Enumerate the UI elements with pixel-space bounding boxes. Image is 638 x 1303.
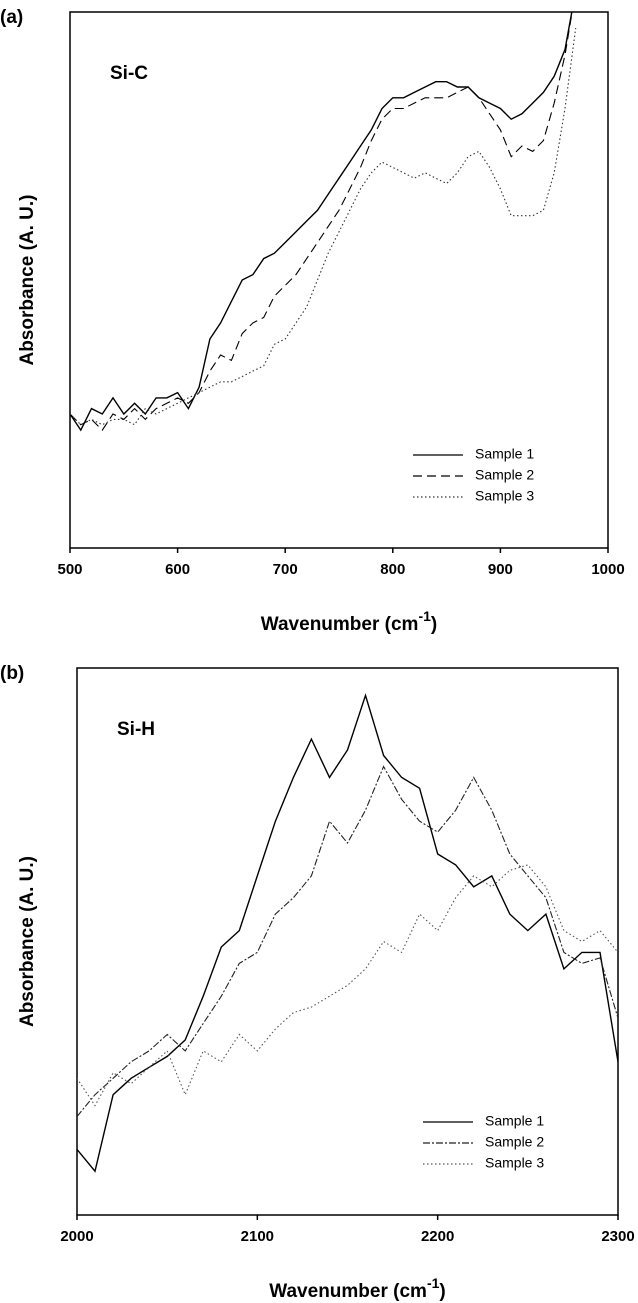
series-line <box>77 864 618 1107</box>
legend-label: Sample 3 <box>475 488 534 504</box>
x-tick-label: 500 <box>57 561 82 578</box>
x-tick-label: 700 <box>273 561 298 578</box>
series-line <box>77 765 618 1117</box>
x-axis-label: Wavenumber (cm-1) <box>269 1275 445 1302</box>
x-axis-label-text: Wavenumber (cm <box>261 614 419 635</box>
x-tick-label: 2100 <box>241 1228 274 1245</box>
panel-label: (b) <box>0 663 24 684</box>
y-axis-label: Absorbance (A. U.) <box>17 856 38 1027</box>
y-axis-label: Absorbance (A. U.) <box>17 194 38 365</box>
series-line <box>70 12 573 431</box>
x-axis-label-end: ) <box>431 614 437 635</box>
legend-label: Sample 2 <box>485 1134 544 1150</box>
legend-label: Sample 3 <box>485 1155 544 1171</box>
plot-frame <box>76 667 619 1216</box>
x-tick-label: 600 <box>165 561 190 578</box>
x-tick-label: 2300 <box>601 1228 634 1245</box>
x-tick-label: 900 <box>488 561 513 578</box>
legend-label: Sample 1 <box>485 1113 544 1129</box>
x-tick-label: 800 <box>380 561 405 578</box>
x-axis-label-text: Wavenumber (cm <box>269 1281 427 1302</box>
series-line <box>70 28 577 426</box>
series-line <box>77 693 618 1173</box>
series-line <box>70 12 573 432</box>
panel-label: (a) <box>0 7 23 28</box>
annotation: Si-H <box>117 719 155 740</box>
x-tick-label: 2000 <box>60 1228 93 1245</box>
x-tick-label: 1000 <box>591 561 624 578</box>
x-tick-label: 2200 <box>421 1228 454 1245</box>
panel: (a) Si-C Absorbance (A. U.) Wavenumber (cm-… <box>0 7 625 635</box>
x-axis-label-sup: -1 <box>418 608 431 624</box>
panel: (b) Si-H Absorbance (A. U.) Wavenumber (cm-… <box>0 663 635 1302</box>
plot-frame <box>69 11 609 549</box>
x-axis-label: Wavenumber (cm-1) <box>261 608 437 635</box>
legend-label: Sample 2 <box>475 467 534 483</box>
annotation: Si-C <box>110 63 148 84</box>
legend-label: Sample 1 <box>475 446 534 462</box>
x-axis-label-sup: -1 <box>427 1275 440 1291</box>
x-axis-label-end: ) <box>439 1281 445 1302</box>
